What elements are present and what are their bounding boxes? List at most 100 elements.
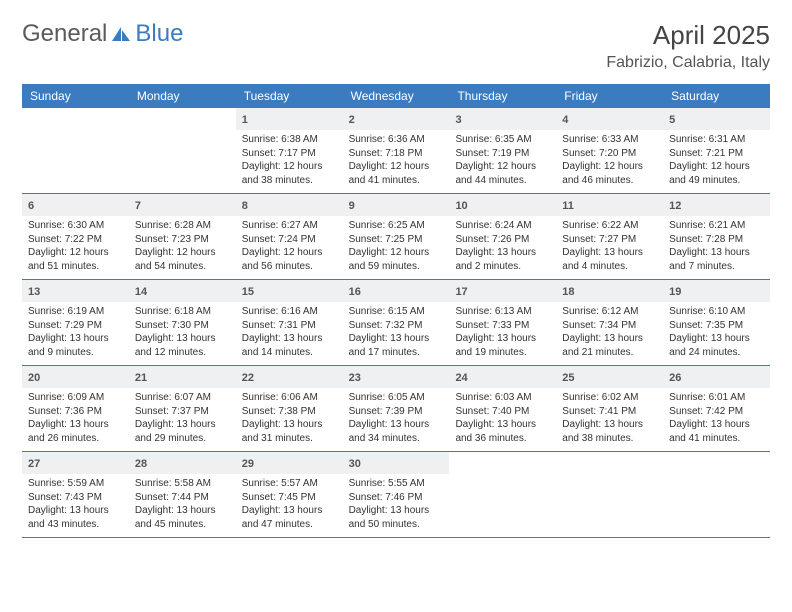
calendar-cell: 12Sunrise: 6:21 AMSunset: 7:28 PMDayligh… [663,194,770,279]
calendar-cell [22,108,129,193]
brand-word-1: General [22,20,107,48]
day-number: 8 [242,200,248,212]
sunset-text: Sunset: 7:38 PM [242,405,337,419]
calendar-cell: 13Sunrise: 6:19 AMSunset: 7:29 PMDayligh… [22,280,129,365]
day-number: 3 [455,114,461,126]
day-number: 2 [349,114,355,126]
daylight-text: Daylight: 13 hours and 45 minutes. [135,504,230,531]
day-number: 20 [28,372,40,384]
sunset-text: Sunset: 7:26 PM [455,233,550,247]
sunset-text: Sunset: 7:33 PM [455,319,550,333]
day-number: 9 [349,200,355,212]
day-info: Sunrise: 6:09 AMSunset: 7:36 PMDaylight:… [28,391,123,445]
calendar-cell: 11Sunrise: 6:22 AMSunset: 7:27 PMDayligh… [556,194,663,279]
location-subtitle: Fabrizio, Calabria, Italy [606,54,770,72]
day-number: 19 [669,286,681,298]
day-info: Sunrise: 6:30 AMSunset: 7:22 PMDaylight:… [28,219,123,273]
sunrise-text: Sunrise: 6:03 AM [455,391,550,405]
day-info: Sunrise: 6:27 AMSunset: 7:24 PMDaylight:… [242,219,337,273]
sunrise-text: Sunrise: 6:36 AM [349,133,444,147]
sunset-text: Sunset: 7:30 PM [135,319,230,333]
daylight-text: Daylight: 12 hours and 59 minutes. [349,246,444,273]
calendar-cell: 23Sunrise: 6:05 AMSunset: 7:39 PMDayligh… [343,366,450,451]
sail-icon [111,26,131,42]
calendar-cell: 25Sunrise: 6:02 AMSunset: 7:41 PMDayligh… [556,366,663,451]
day-info: Sunrise: 6:31 AMSunset: 7:21 PMDaylight:… [669,133,764,187]
daylight-text: Daylight: 13 hours and 43 minutes. [28,504,123,531]
sunset-text: Sunset: 7:35 PM [669,319,764,333]
daynum-bar: 21 [129,366,236,388]
daynum-bar: 29 [236,452,343,474]
day-number: 27 [28,458,40,470]
daynum-bar: 8 [236,194,343,216]
day-header-row: SundayMondayTuesdayWednesdayThursdayFrid… [22,84,770,108]
sunset-text: Sunset: 7:31 PM [242,319,337,333]
day-number: 13 [28,286,40,298]
calendar-cell [129,108,236,193]
calendar-cell: 28Sunrise: 5:58 AMSunset: 7:44 PMDayligh… [129,452,236,537]
day-number: 1 [242,114,248,126]
daylight-text: Daylight: 13 hours and 2 minutes. [455,246,550,273]
day-info: Sunrise: 6:24 AMSunset: 7:26 PMDaylight:… [455,219,550,273]
calendar-week: 27 Sunrise: 5:59 AMSunset: 7:43 PMDayligh… [22,452,770,538]
daylight-text: Daylight: 13 hours and 38 minutes. [562,418,657,445]
daynum-bar: 6 [22,194,129,216]
daynum-bar: 3 [449,108,556,130]
sunrise-text: Sunrise: 6:01 AM [669,391,764,405]
calendar-cell: 18 Sunrise: 6:12 AMSunset: 7:34 PMDayligh… [556,280,663,365]
calendar-cell: 6 Sunrise: 6:30 AMSunset: 7:22 PMDaylight… [22,194,129,279]
sunset-text: Sunset: 7:41 PM [562,405,657,419]
daylight-text: Daylight: 13 hours and 36 minutes. [455,418,550,445]
day-number: 30 [349,458,361,470]
day-number: 10 [455,200,467,212]
day-number: 16 [349,286,361,298]
day-header-cell: Saturday [663,84,770,108]
day-info: Sunrise: 5:59 AMSunset: 7:43 PMDaylight:… [28,477,123,531]
day-info: Sunrise: 6:06 AMSunset: 7:38 PMDaylight:… [242,391,337,445]
calendar-cell: 5Sunrise: 6:31 AMSunset: 7:21 PMDaylight… [663,108,770,193]
sunset-text: Sunset: 7:22 PM [28,233,123,247]
sunset-text: Sunset: 7:20 PM [562,147,657,161]
day-info: Sunrise: 6:38 AMSunset: 7:17 PMDaylight:… [242,133,337,187]
day-header-cell: Thursday [449,84,556,108]
daynum-bar: 10 [449,194,556,216]
day-number: 22 [242,372,254,384]
calendar-cell: 22 Sunrise: 6:06 AMSunset: 7:38 PMDayligh… [236,366,343,451]
daylight-text: Daylight: 12 hours and 51 minutes. [28,246,123,273]
daynum-bar: 18 [556,280,663,302]
day-info: Sunrise: 6:12 AMSunset: 7:34 PMDaylight:… [562,305,657,359]
daynum-bar: 9 [343,194,450,216]
header: General Blue April 2025 Fabrizio, Calabr… [22,20,770,72]
day-info: Sunrise: 6:36 AMSunset: 7:18 PMDaylight:… [349,133,444,187]
calendar-cell: 8 Sunrise: 6:27 AMSunset: 7:24 PMDaylight… [236,194,343,279]
day-info: Sunrise: 6:01 AMSunset: 7:42 PMDaylight:… [669,391,764,445]
sunset-text: Sunset: 7:37 PM [135,405,230,419]
day-number: 25 [562,372,574,384]
sunset-text: Sunset: 7:45 PM [242,491,337,505]
sunset-text: Sunset: 7:24 PM [242,233,337,247]
daynum-bar: 19 [663,280,770,302]
daylight-text: Daylight: 13 hours and 19 minutes. [455,332,550,359]
calendar: SundayMondayTuesdayWednesdayThursdayFrid… [22,84,770,538]
sunrise-text: Sunrise: 6:21 AM [669,219,764,233]
day-number: 21 [135,372,147,384]
calendar-cell: 20 Sunrise: 6:09 AMSunset: 7:36 PMDayligh… [22,366,129,451]
sunset-text: Sunset: 7:32 PM [349,319,444,333]
day-number: 26 [669,372,681,384]
calendar-cell: 26 Sunrise: 6:01 AMSunset: 7:42 PMDayligh… [663,366,770,451]
day-number: 18 [562,286,574,298]
daylight-text: Daylight: 12 hours and 56 minutes. [242,246,337,273]
sunset-text: Sunset: 7:27 PM [562,233,657,247]
sunset-text: Sunset: 7:29 PM [28,319,123,333]
sunrise-text: Sunrise: 6:33 AM [562,133,657,147]
daylight-text: Daylight: 13 hours and 12 minutes. [135,332,230,359]
sunset-text: Sunset: 7:44 PM [135,491,230,505]
day-info: Sunrise: 6:22 AMSunset: 7:27 PMDaylight:… [562,219,657,273]
calendar-cell [449,452,556,537]
calendar-cell: 16Sunrise: 6:15 AMSunset: 7:32 PMDayligh… [343,280,450,365]
daynum-bar: 15 [236,280,343,302]
daynum-bar: 1 [236,108,343,130]
sunset-text: Sunset: 7:21 PM [669,147,764,161]
day-info: Sunrise: 6:21 AMSunset: 7:28 PMDaylight:… [669,219,764,273]
calendar-cell: 21Sunrise: 6:07 AMSunset: 7:37 PMDayligh… [129,366,236,451]
